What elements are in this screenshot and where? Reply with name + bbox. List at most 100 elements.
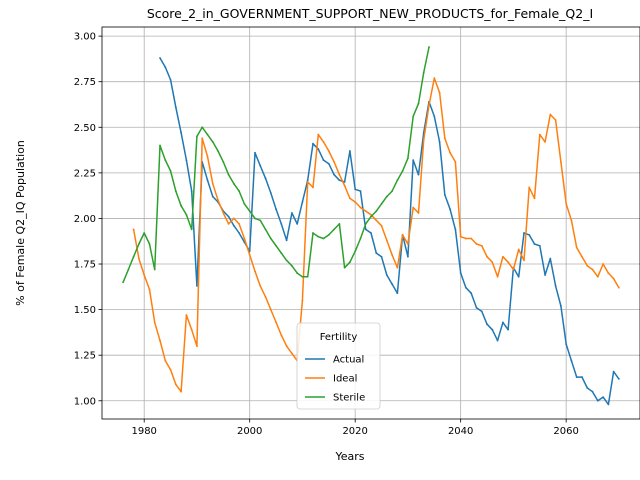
x-tick-label: 2040 (448, 426, 473, 437)
data-point-ideal (138, 257, 140, 260)
data-point-actual (412, 159, 415, 161)
data-point-actual (449, 208, 452, 211)
data-point-sterile (206, 133, 209, 136)
data-point-actual (433, 115, 436, 118)
data-point-actual (333, 173, 335, 176)
data-point-sterile (264, 228, 267, 231)
data-point-ideal (301, 299, 304, 302)
data-point-sterile (317, 235, 320, 238)
data-point-ideal (243, 237, 246, 240)
data-point-ideal (211, 182, 214, 185)
data-point-ideal (185, 314, 188, 316)
x-tick-label: 2060 (553, 426, 578, 437)
data-point-ideal (438, 91, 441, 94)
data-point-ideal (327, 150, 330, 152)
y-tick-label: 2.25 (74, 168, 96, 179)
x-tick-label: 2000 (237, 426, 262, 437)
data-point-ideal (248, 254, 251, 256)
y-tick-label: 2.00 (74, 214, 96, 225)
data-point-ideal (312, 186, 314, 189)
data-point-ideal (559, 161, 562, 163)
data-point-actual (591, 390, 594, 393)
data-point-ideal (322, 140, 325, 143)
data-point-actual (180, 131, 183, 134)
data-point-ideal (174, 383, 177, 386)
data-point-ideal (475, 243, 478, 245)
data-point-ideal (538, 133, 541, 136)
x-tick-label: 1980 (131, 426, 156, 437)
data-point-ideal (164, 359, 167, 362)
data-point-sterile (174, 190, 177, 192)
data-point-sterile (333, 228, 335, 231)
data-point-sterile (401, 170, 404, 172)
data-point-ideal (385, 239, 388, 242)
data-point-actual (370, 232, 372, 234)
data-point-actual (364, 228, 367, 231)
data-point-actual (380, 255, 383, 258)
data-point-actual (533, 243, 536, 245)
data-point-sterile (153, 268, 156, 271)
data-point-sterile (211, 140, 214, 143)
data-point-actual (443, 193, 446, 196)
data-point-ideal (290, 352, 293, 355)
data-point-sterile (259, 219, 262, 222)
y-tick-label: 1.50 (74, 305, 96, 316)
data-point-sterile (232, 182, 235, 185)
data-point-sterile (306, 275, 309, 278)
data-point-sterile (185, 213, 188, 216)
data-point-actual (285, 239, 288, 242)
data-point-actual (575, 376, 578, 378)
data-point-actual (164, 66, 167, 69)
data-point-actual (407, 255, 409, 258)
data-point-ideal (512, 268, 515, 271)
data-point-ideal (391, 254, 393, 256)
data-point-sterile (148, 243, 151, 245)
legend-label-sterile: Sterile (333, 393, 365, 404)
data-point-sterile (407, 157, 409, 160)
data-point-sterile (417, 102, 420, 105)
data-point-ideal (364, 210, 367, 213)
data-point-ideal (433, 77, 436, 79)
data-point-ideal (459, 235, 462, 238)
data-point-actual (264, 177, 267, 180)
data-point-actual (375, 252, 378, 254)
data-point-sterile (343, 266, 346, 269)
data-point-sterile (354, 250, 357, 253)
data-point-sterile (422, 71, 425, 74)
data-point-ideal (591, 268, 594, 271)
data-point-actual (280, 223, 283, 225)
data-point-ideal (259, 285, 262, 287)
data-point-ideal (338, 173, 341, 176)
data-point-ideal (285, 345, 288, 347)
data-point-sterile (428, 46, 430, 48)
data-point-actual (327, 162, 330, 165)
data-point-sterile (143, 232, 146, 234)
data-point-ideal (153, 321, 156, 324)
data-point-ideal (465, 237, 467, 240)
data-point-actual (359, 190, 362, 192)
data-point-actual (554, 285, 557, 287)
data-point-ideal (422, 139, 425, 141)
data-point-ideal (132, 228, 135, 231)
y-tick-label: 3.00 (74, 32, 96, 43)
data-point-ideal (549, 113, 552, 116)
data-point-sterile (385, 195, 388, 198)
data-point-sterile (180, 204, 183, 207)
data-point-ideal (380, 224, 383, 227)
data-point-sterile (275, 244, 277, 247)
data-point-ideal (523, 259, 525, 262)
data-point-actual (459, 272, 462, 275)
data-point-actual (586, 387, 589, 389)
data-point-actual (507, 328, 510, 331)
data-point-actual (227, 215, 230, 218)
series-sterile (122, 46, 430, 284)
data-point-actual (385, 274, 388, 276)
data-point-ideal (227, 223, 230, 225)
plot-frame (101, 26, 640, 420)
data-point-ideal (454, 161, 457, 163)
x-axis-ticks: 1980 2000 2020 2040 2060 (131, 419, 579, 437)
legend-items: Actual Ideal Sterile (305, 355, 365, 404)
data-point-actual (343, 181, 346, 183)
data-point-actual (523, 232, 525, 234)
